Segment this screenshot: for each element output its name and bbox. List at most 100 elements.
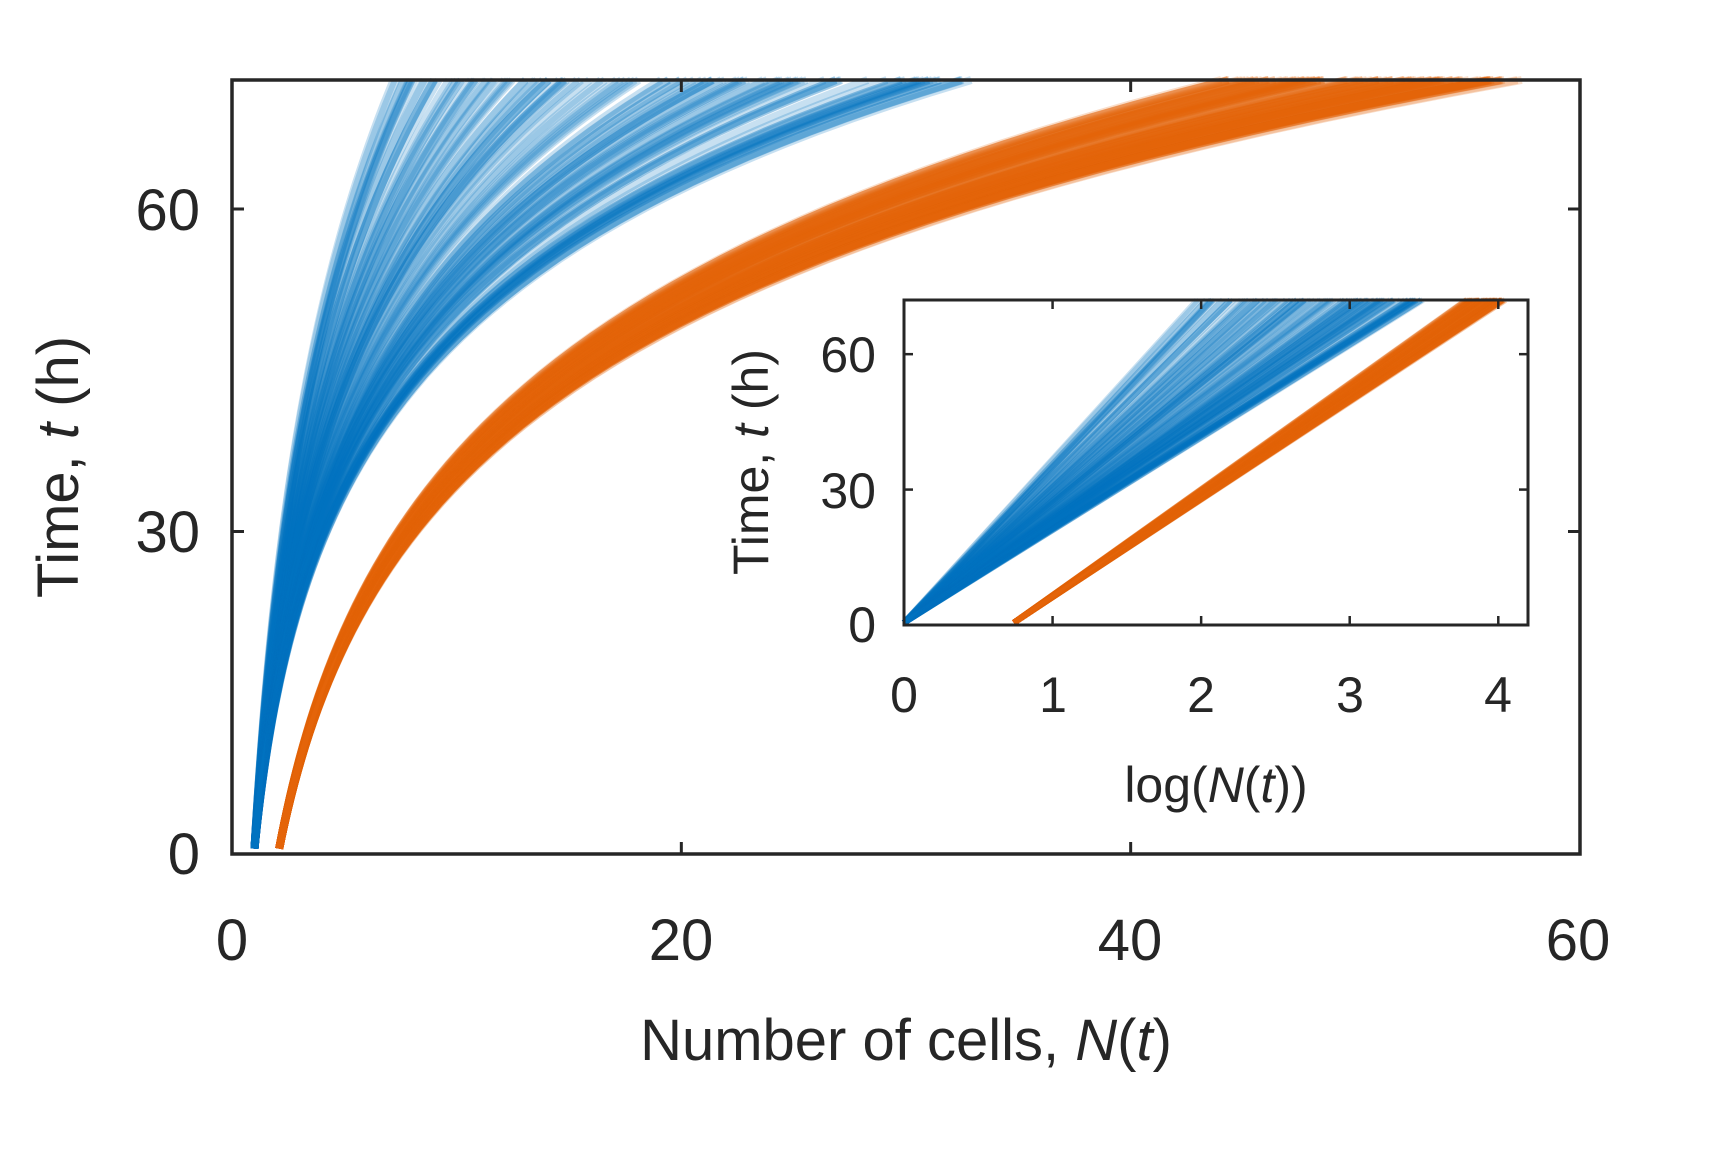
inset-y-axis-label-var: t xyxy=(723,422,779,438)
blue-trajectory-44 xyxy=(250,76,973,850)
inset-orange-trajectory-52 xyxy=(1012,297,1472,626)
inset-orange-trajectory-108 xyxy=(1012,297,1489,626)
inset-orange-trajectory-15 xyxy=(1012,297,1498,626)
inset-blue-trajectory-64 xyxy=(901,297,1233,625)
blue-trajectory-13 xyxy=(250,76,844,849)
blue-trajectory-86 xyxy=(250,76,781,849)
inset-orange-trajectory-45 xyxy=(1012,297,1482,626)
inset-blue-trajectory-93 xyxy=(902,297,1314,626)
orange-trajectory-48 xyxy=(275,76,1244,850)
inset-orange-trajectory-100 xyxy=(1012,297,1492,626)
blue-trajectory-30 xyxy=(250,76,918,850)
orange-trajectory-43 xyxy=(275,76,1223,850)
main-y-axis-label: Time, t (h) xyxy=(26,336,91,598)
orange-trajectory-79 xyxy=(275,76,1317,850)
inset-orange-trajectory-28 xyxy=(1012,297,1501,626)
blue-trajectory-23 xyxy=(250,77,513,849)
orange-trajectory-53 xyxy=(275,76,1260,850)
blue-trajectory-57 xyxy=(250,76,705,849)
orange-trajectory-7 xyxy=(275,76,1348,850)
inset-orange-trajectory-56 xyxy=(1012,297,1473,626)
blue-trajectory-68 xyxy=(250,77,465,849)
inset-blue-trajectory-107 xyxy=(901,297,1214,625)
inset-blue-trajectory-57 xyxy=(902,297,1358,626)
orange-trajectory-22 xyxy=(275,76,1491,850)
blue-trajectory-20 xyxy=(250,76,889,850)
orange-trajectory-101 xyxy=(275,76,1284,850)
inset-orange-trajectory-42 xyxy=(1012,297,1503,626)
orange-trajectory-107 xyxy=(275,76,1277,850)
inset-orange-trajectory-18 xyxy=(1012,297,1475,626)
inset-y-axis-label-text: Time, xyxy=(723,438,779,575)
blue-trajectory-104 xyxy=(250,76,769,849)
inset-blue-trajectory-11 xyxy=(901,297,1267,625)
inset-blue-trajectory-18 xyxy=(902,297,1288,625)
orange-trajectory-66 xyxy=(275,76,1523,850)
inset-orange-trajectory-6 xyxy=(1012,297,1483,626)
inset-ytick-label-60: 60 xyxy=(820,327,876,383)
blue-trajectory-55 xyxy=(250,76,683,849)
orange-trajectory-84 xyxy=(275,76,1491,850)
inset-orange-trajectory-30 xyxy=(1012,297,1504,626)
inset-orange-trajectory-19 xyxy=(1012,297,1469,626)
blue-trajectory-103 xyxy=(250,76,638,849)
blue-trajectory-78 xyxy=(250,76,907,850)
inset-xtick-label-0: 0 xyxy=(890,667,918,723)
inset-orange-trajectory-57 xyxy=(1012,297,1479,626)
inset-orange-trajectory-23 xyxy=(1012,297,1478,626)
inset-blue-trajectory-14 xyxy=(902,297,1423,626)
orange-trajectory-81 xyxy=(275,76,1230,850)
inset-blue-trajectory-0 xyxy=(901,297,1233,625)
inset-orange-trajectory-87 xyxy=(1012,297,1475,626)
inset-orange-trajectory-83 xyxy=(1012,297,1501,626)
inset-blue-trajectory-96 xyxy=(901,297,1247,625)
orange-trajectory-20 xyxy=(275,76,1495,850)
blue-trajectory-3 xyxy=(250,78,408,849)
orange-trajectory-99 xyxy=(275,76,1277,850)
inset-orange-trajectory-86 xyxy=(1012,297,1494,626)
inset-orange-trajectory-99 xyxy=(1012,297,1476,626)
inset-orange-trajectory-34 xyxy=(1012,297,1504,626)
inset-orange-trajectory-44 xyxy=(1012,297,1474,626)
inset-blue-trajectory-79 xyxy=(901,297,1260,625)
orange-trajectory-3 xyxy=(275,76,1269,850)
orange-trajectory-103 xyxy=(275,76,1445,850)
orange-trajectory-41 xyxy=(275,76,1440,850)
inset-orange-trajectory-58 xyxy=(1012,297,1498,626)
orange-trajectory-72 xyxy=(275,76,1350,850)
inset-x-axis-label: log(N(t)) xyxy=(1124,757,1307,813)
blue-trajectory-1 xyxy=(250,76,870,850)
blue-trajectory-43 xyxy=(250,77,480,849)
inset-blue-trajectory-5 xyxy=(901,297,1215,625)
inset-blue-trajectory-109 xyxy=(902,297,1388,626)
inset-blue-trajectory-46 xyxy=(902,297,1351,626)
inset-orange-trajectory-27 xyxy=(1012,297,1481,626)
inset-blue-trajectory-80 xyxy=(902,297,1324,626)
inset-blue-trajectory-101 xyxy=(902,297,1332,626)
blue-trajectory-95 xyxy=(250,76,750,849)
inset-orange-trajectory-49 xyxy=(1012,297,1506,626)
inset-orange-trajectory-0 xyxy=(1012,297,1505,626)
inset-orange-trajectory-24 xyxy=(1012,297,1504,626)
inset-blue-trajectory-72 xyxy=(902,297,1360,626)
main-y-axis-label-text: Time, xyxy=(26,439,91,598)
inset-orange-trajectory-105 xyxy=(1012,297,1493,626)
inset-blue-trajectory-4 xyxy=(901,297,1200,625)
blue-trajectory-18 xyxy=(250,77,529,849)
blue-trajectory-41 xyxy=(250,76,714,849)
inset-blue-trajectory-34 xyxy=(902,297,1416,626)
inset-orange-trajectory-68 xyxy=(1012,297,1469,626)
inset-blue-trajectory-98 xyxy=(902,297,1385,626)
blue-trajectory-38 xyxy=(250,76,580,849)
orange-trajectory-74 xyxy=(275,76,1395,850)
inset-orange-trajectory-89 xyxy=(1012,297,1504,626)
inset-orange-trajectory-39 xyxy=(1012,297,1497,626)
inset-blue-trajectory-47 xyxy=(902,297,1383,626)
inset-blue-trajectory-66 xyxy=(902,297,1356,626)
orange-trajectory-94 xyxy=(275,76,1502,850)
inset-blue-trajectory-16 xyxy=(902,297,1308,626)
inset-blue-trajectory-35 xyxy=(901,297,1216,625)
orange-trajectory-37 xyxy=(275,76,1426,850)
inset-xtick-label-4: 4 xyxy=(1484,667,1512,723)
